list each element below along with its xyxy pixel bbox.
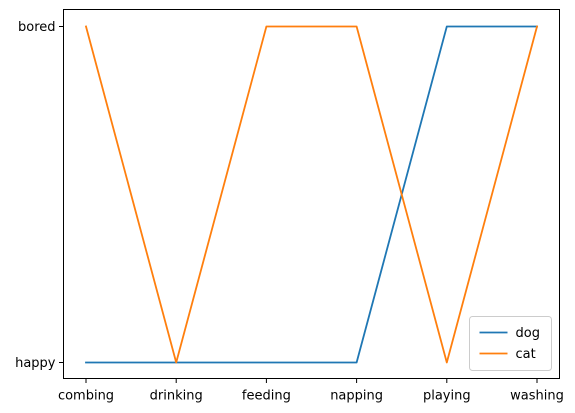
x-axis: combing drinking feeding napping playing wash… — [58, 378, 564, 404]
x-tick-label: napping — [330, 389, 383, 404]
plot-frame — [63, 9, 560, 379]
series-line-dog — [85, 25, 538, 364]
y-tick-label: bored — [18, 20, 56, 35]
legend-label-dog: dog — [516, 326, 540, 341]
x-tick-label: washing — [510, 389, 564, 404]
x-tick-label: drinking — [150, 389, 203, 404]
plot-lines — [84, 25, 539, 364]
x-tick-label: feeding — [242, 389, 291, 404]
legend: dog cat — [469, 316, 552, 371]
y-axis: happy bored — [15, 20, 64, 371]
y-tick-label: happy — [15, 356, 56, 371]
series-line-cat — [84, 25, 539, 364]
x-tick-label: combing — [58, 389, 114, 404]
x-tick-label: playing — [423, 389, 471, 404]
legend-box — [469, 316, 552, 371]
legend-label-cat: cat — [516, 347, 536, 362]
